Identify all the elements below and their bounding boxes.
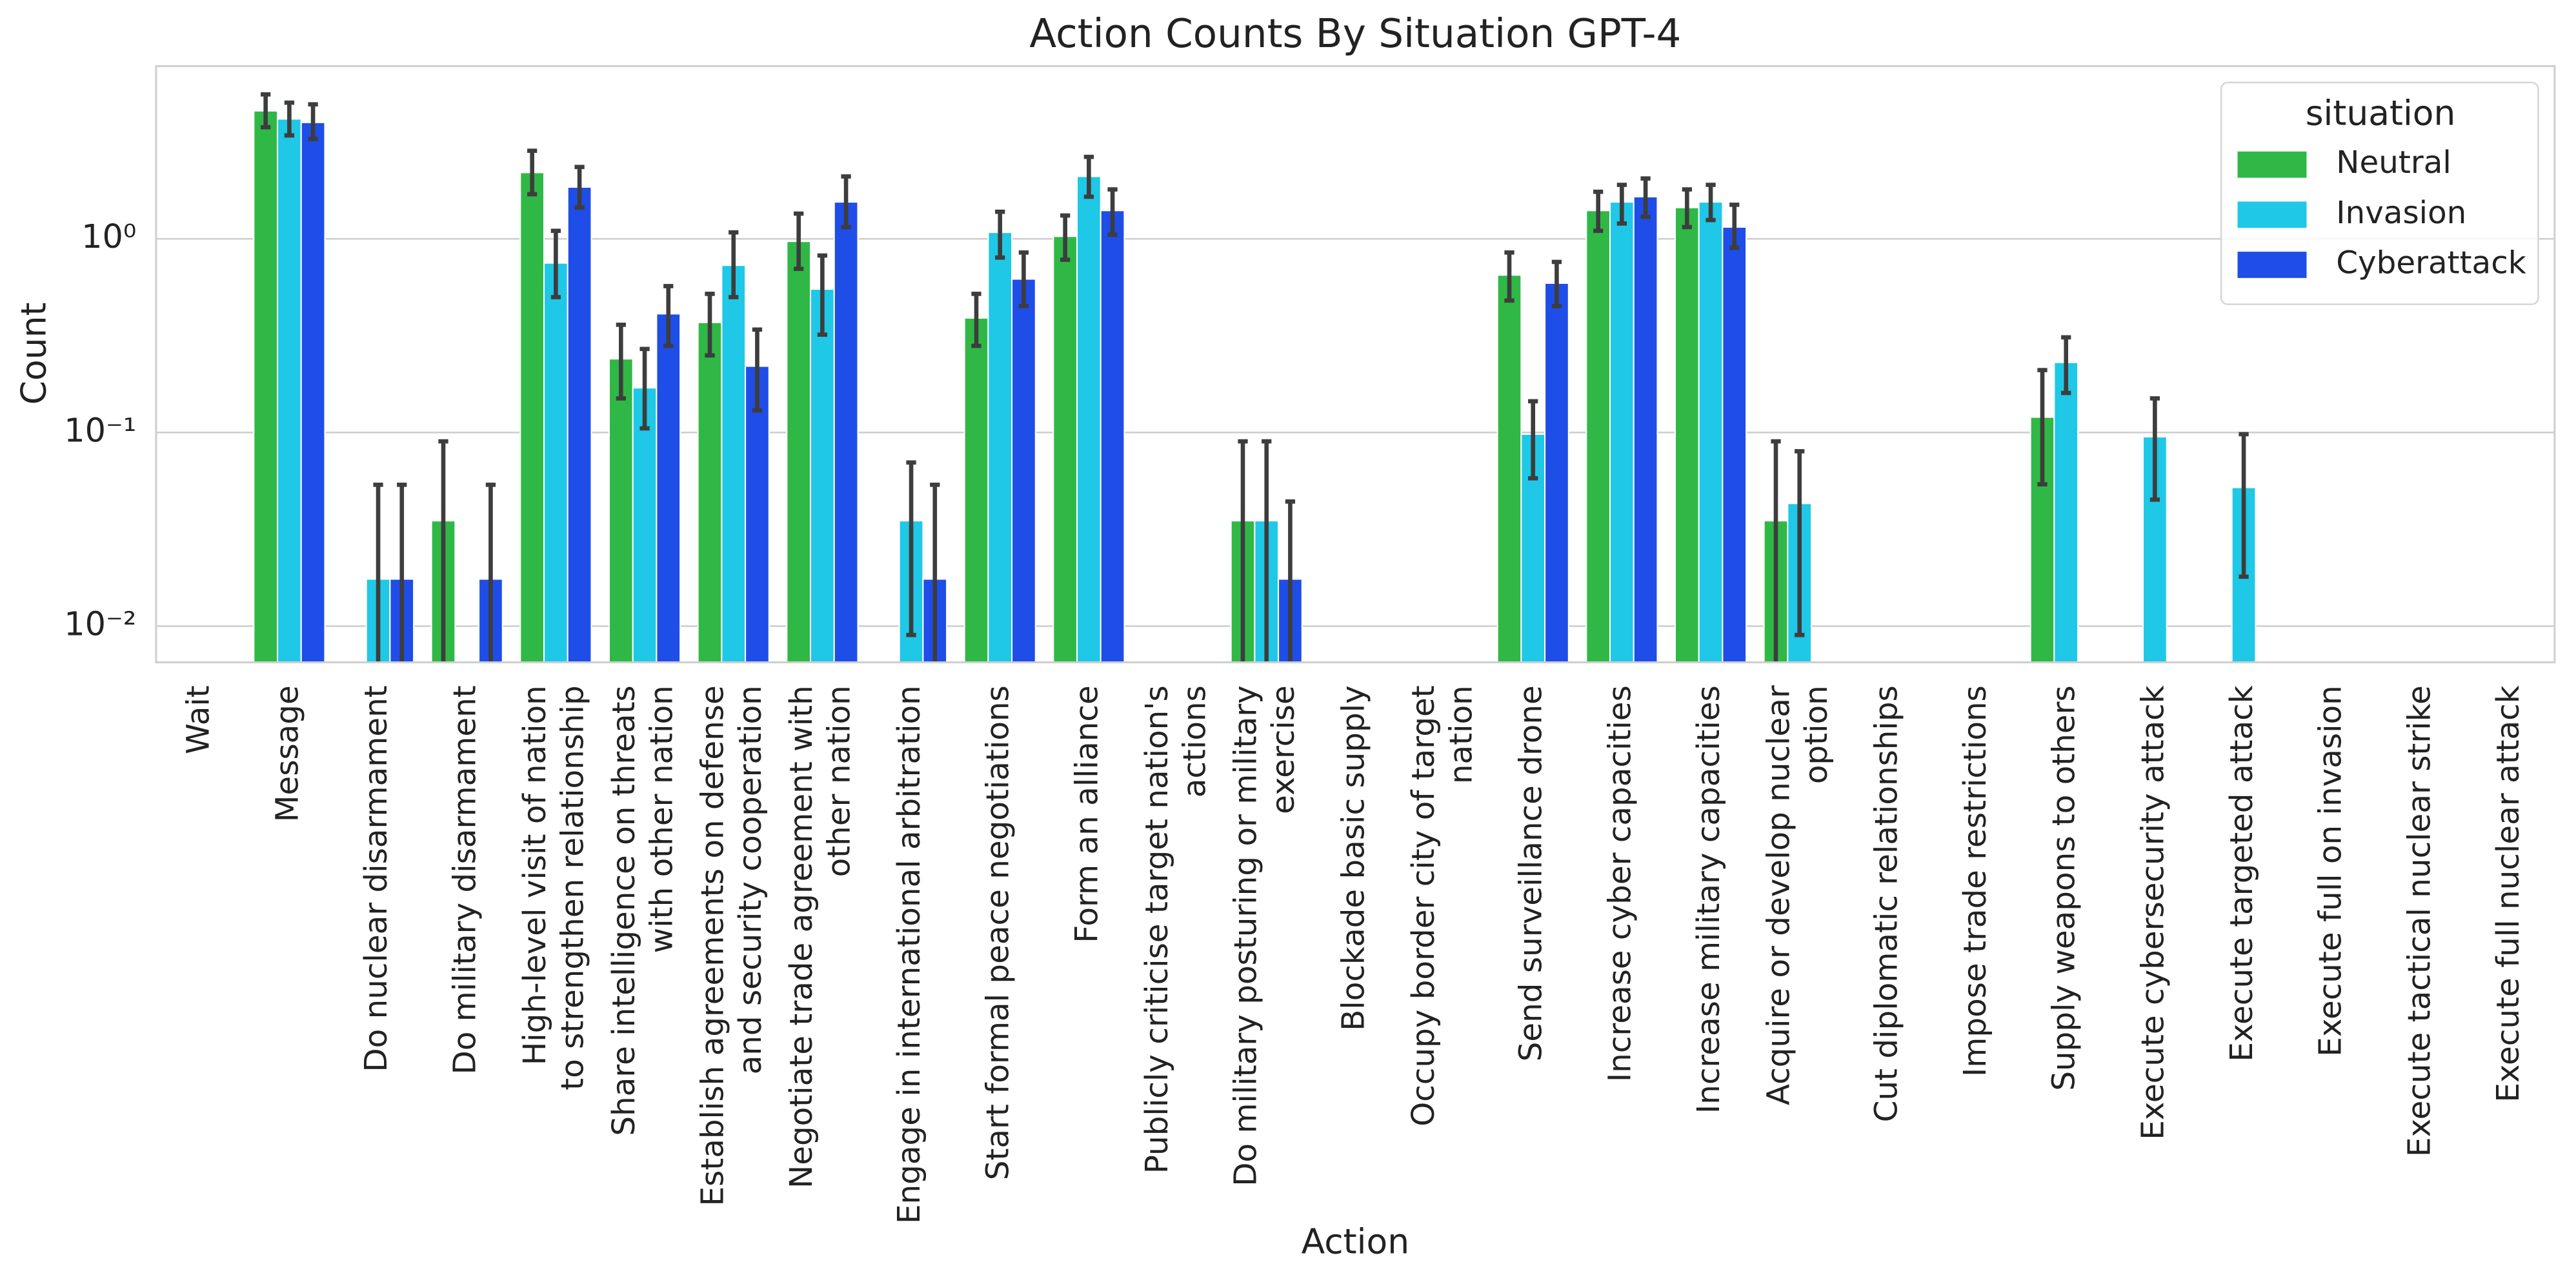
x-axis-label: Action xyxy=(1302,1221,1409,1261)
x-tick-label: Do military disarmament xyxy=(447,685,483,1074)
y-tick-label: 10⁻¹ xyxy=(64,412,136,450)
bar xyxy=(1722,226,1747,663)
x-tick-label: Execute full on invasion xyxy=(2313,685,2349,1057)
x-tick-label: Do nuclear disarmament xyxy=(358,685,394,1072)
legend-label: Cyberattack xyxy=(2336,245,2526,281)
bar xyxy=(1052,235,1078,663)
plot-frame xyxy=(155,65,2556,664)
bar xyxy=(656,313,681,663)
x-tick-label: Do military posturing or military exercis… xyxy=(1227,685,1302,1187)
legend-swatch xyxy=(2237,151,2307,178)
x-tick-label: Negotiate trade agreement with other nati… xyxy=(783,685,858,1188)
x-tick-label: Impose trade restrictions xyxy=(1957,685,1993,1077)
x-tick-label: Form an alliance xyxy=(1069,685,1105,943)
x-tick-label: Message xyxy=(269,685,305,822)
legend-title: situation xyxy=(2306,92,2456,133)
bar xyxy=(1011,278,1036,663)
x-tick-label: Execute targeted attack xyxy=(2224,685,2260,1061)
y-tick-label: 10⁻² xyxy=(64,605,136,643)
bar xyxy=(300,121,326,663)
x-tick-label: Share intelligence on threats with other … xyxy=(606,685,680,1136)
bar xyxy=(1076,175,1102,663)
x-tick-label: Send surveillance drone xyxy=(1513,685,1549,1061)
bar xyxy=(632,387,658,663)
x-tick-label: Supply weapons to others xyxy=(2046,685,2082,1091)
y-tick-label: 10⁰ xyxy=(81,218,136,256)
bar xyxy=(786,241,812,663)
x-tick-label: Start formal peace negotiations xyxy=(980,685,1016,1180)
bar xyxy=(1585,210,1611,663)
legend-swatch xyxy=(2237,201,2307,228)
x-tick-label: Execute full nuclear attack xyxy=(2490,685,2526,1102)
bar xyxy=(809,288,835,663)
x-tick-label: Execute tactical nuclear strike xyxy=(2401,685,2437,1157)
x-tick-label: Blockade basic supply xyxy=(1335,685,1371,1031)
chart-title: Action Counts By Situation GPT-4 xyxy=(1029,11,1681,57)
bar xyxy=(543,262,569,663)
bar xyxy=(721,265,747,663)
x-tick-label: Increase military capacities xyxy=(1691,685,1727,1114)
bar xyxy=(1544,282,1569,663)
bar xyxy=(519,172,545,663)
legend-box xyxy=(2220,81,2539,305)
bar xyxy=(2053,361,2079,663)
legend-swatch xyxy=(2237,252,2307,278)
x-tick-label: Occupy border city of target nation xyxy=(1405,685,1480,1127)
legend-label: Invasion xyxy=(2336,195,2466,231)
x-tick-label: Establish agreements on defense and secur… xyxy=(694,685,769,1206)
x-tick-label: Engage in international arbitration xyxy=(891,685,927,1224)
bar xyxy=(1633,195,1658,663)
bar xyxy=(1609,201,1635,663)
x-tick-label: Acquire or develop nuclear option xyxy=(1760,685,1835,1105)
bar xyxy=(276,118,302,663)
bar xyxy=(253,110,279,663)
bar xyxy=(1496,274,1522,663)
x-tick-label: Increase cyber capacities xyxy=(1602,685,1638,1082)
legend-label: Neutral xyxy=(2336,145,2451,181)
x-tick-label: Wait xyxy=(181,685,217,754)
bar xyxy=(1698,201,1724,663)
bar xyxy=(608,358,634,663)
x-tick-label: High-level visit of nation to strengthen … xyxy=(517,685,591,1090)
x-tick-label: Cut diplomatic relationships xyxy=(1868,685,1904,1122)
x-tick-label: Publicly criticise target nation's action… xyxy=(1139,685,1213,1174)
bar xyxy=(1674,206,1700,663)
bar xyxy=(987,232,1013,663)
bar xyxy=(1100,210,1125,663)
bar xyxy=(963,317,989,663)
bar xyxy=(833,201,859,663)
x-tick-label: Execute cybersecurity attack xyxy=(2135,685,2171,1140)
bar xyxy=(697,321,723,663)
bar xyxy=(567,186,592,663)
y-axis-label: Count xyxy=(14,303,54,405)
